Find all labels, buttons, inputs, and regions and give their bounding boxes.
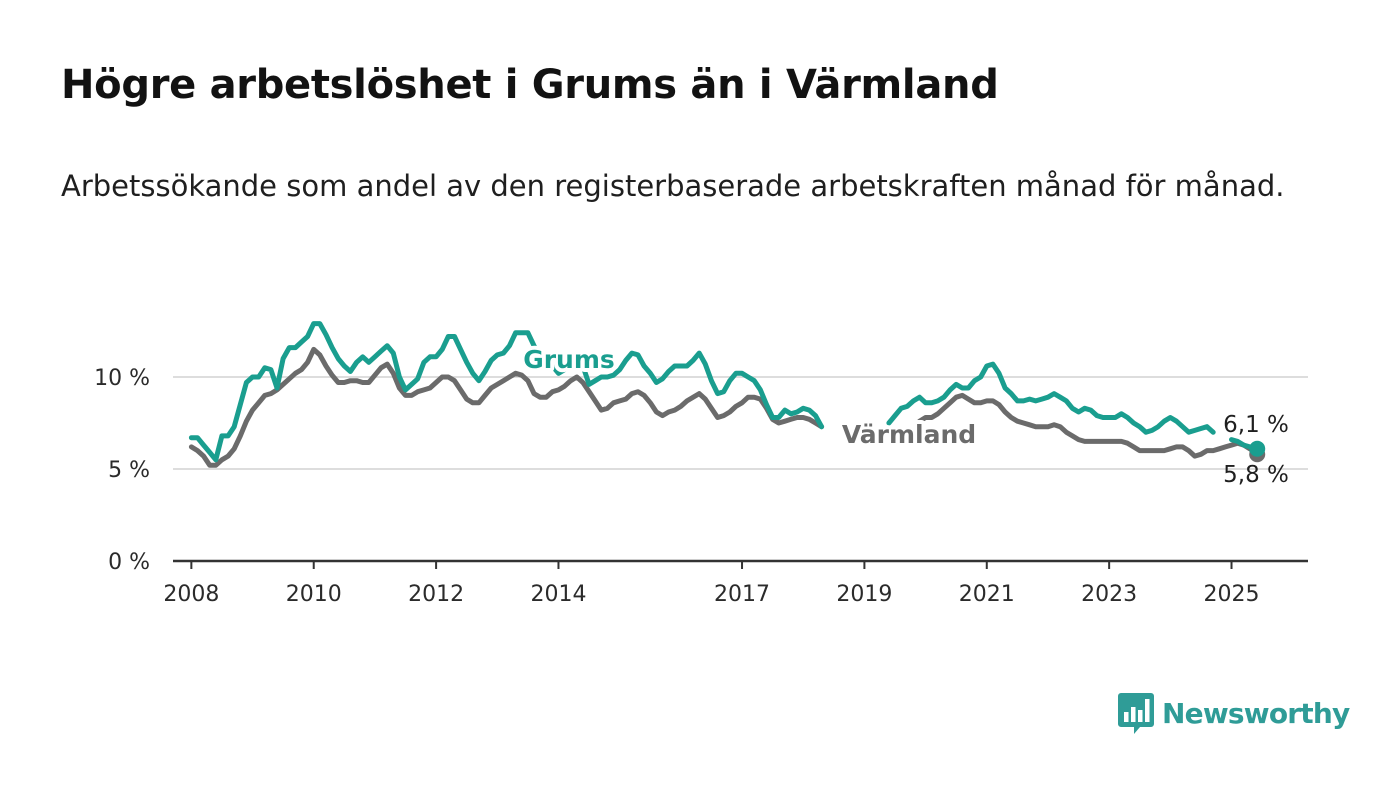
end-value-label-varmland: 5,8 % bbox=[1223, 462, 1289, 488]
newsworthy-logo: Newsworthy bbox=[1118, 690, 1350, 736]
newsworthy-bar-chart-icon bbox=[1118, 693, 1154, 734]
series-line-varmland bbox=[188, 346, 825, 468]
series-label-grums: Grums bbox=[523, 345, 615, 374]
axes: 0 % 5 % 10 % 2008 2010 2012 2014 2017 2019 2021 20… bbox=[94, 366, 1308, 607]
x-tick-label: 2014 bbox=[530, 582, 586, 607]
x-tick-label: 2008 bbox=[163, 582, 219, 607]
x-tick-label: 2017 bbox=[714, 582, 770, 607]
series-line-grums bbox=[188, 321, 825, 463]
series-label-varmland: Värmland bbox=[842, 420, 976, 449]
x-tick-label: 2021 bbox=[959, 582, 1015, 607]
end-value-label-grums: 6,1 % bbox=[1223, 412, 1289, 438]
series-lines bbox=[188, 321, 1266, 468]
series-line-grums bbox=[886, 361, 1216, 435]
series-end-marker-grums bbox=[1249, 440, 1266, 457]
x-tick-label: 2019 bbox=[836, 582, 892, 607]
x-tick-label: 2010 bbox=[286, 582, 342, 607]
chart-subtitle: Arbetssökande som andel av den registerb… bbox=[61, 169, 1285, 203]
series-line-varmland bbox=[917, 392, 1260, 459]
brand-name: Newsworthy bbox=[1162, 696, 1350, 730]
x-tick-label: 2023 bbox=[1081, 582, 1137, 607]
chart-labels: 6,1 % 5,8 % Grums Värmland bbox=[519, 341, 1289, 488]
y-tick-label: 10 % bbox=[94, 366, 150, 391]
y-tick-label: 5 % bbox=[108, 458, 150, 483]
y-tick-label: 0 % bbox=[108, 550, 150, 575]
grid-lines bbox=[173, 376, 1308, 470]
chart-title: Högre arbetslöshet i Grums än i Värmland bbox=[61, 62, 999, 108]
x-tick-label: 2025 bbox=[1204, 582, 1260, 607]
x-tick-label: 2012 bbox=[408, 582, 464, 607]
